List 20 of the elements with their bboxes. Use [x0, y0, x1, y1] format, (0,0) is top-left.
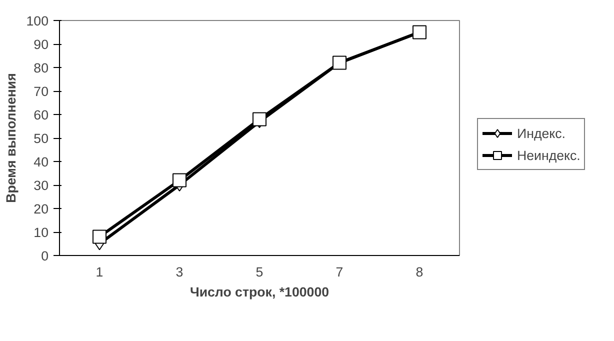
y-tick-label: 40 — [34, 154, 49, 170]
y-tick-label: 70 — [34, 84, 49, 99]
y-tick-label: 50 — [34, 131, 49, 146]
y-tick-label: 10 — [34, 225, 49, 240]
x-axis-title: Число строк, *100000 — [190, 284, 330, 300]
x-tick-label: 1 — [96, 264, 104, 280]
y-tick-label: 20 — [34, 202, 49, 216]
x-tick-label: 7 — [336, 264, 344, 280]
legend-label: Неиндекс. — [517, 148, 580, 162]
y-tick-label: 90 — [34, 37, 49, 52]
y-axis-title: Время выполнения — [3, 73, 18, 203]
x-tick-label: 3 — [176, 264, 184, 280]
x-tick-label: 5 — [256, 264, 264, 280]
y-tick-label: 80 — [34, 60, 49, 76]
y-tick-label: 60 — [34, 108, 49, 122]
y-tick-label: 100 — [26, 14, 49, 28]
y-tick-label: 0 — [41, 248, 49, 264]
legend-label: Индекс. — [517, 126, 566, 140]
x-tick-label: 8 — [416, 264, 424, 280]
y-tick-label: 30 — [34, 178, 49, 193]
